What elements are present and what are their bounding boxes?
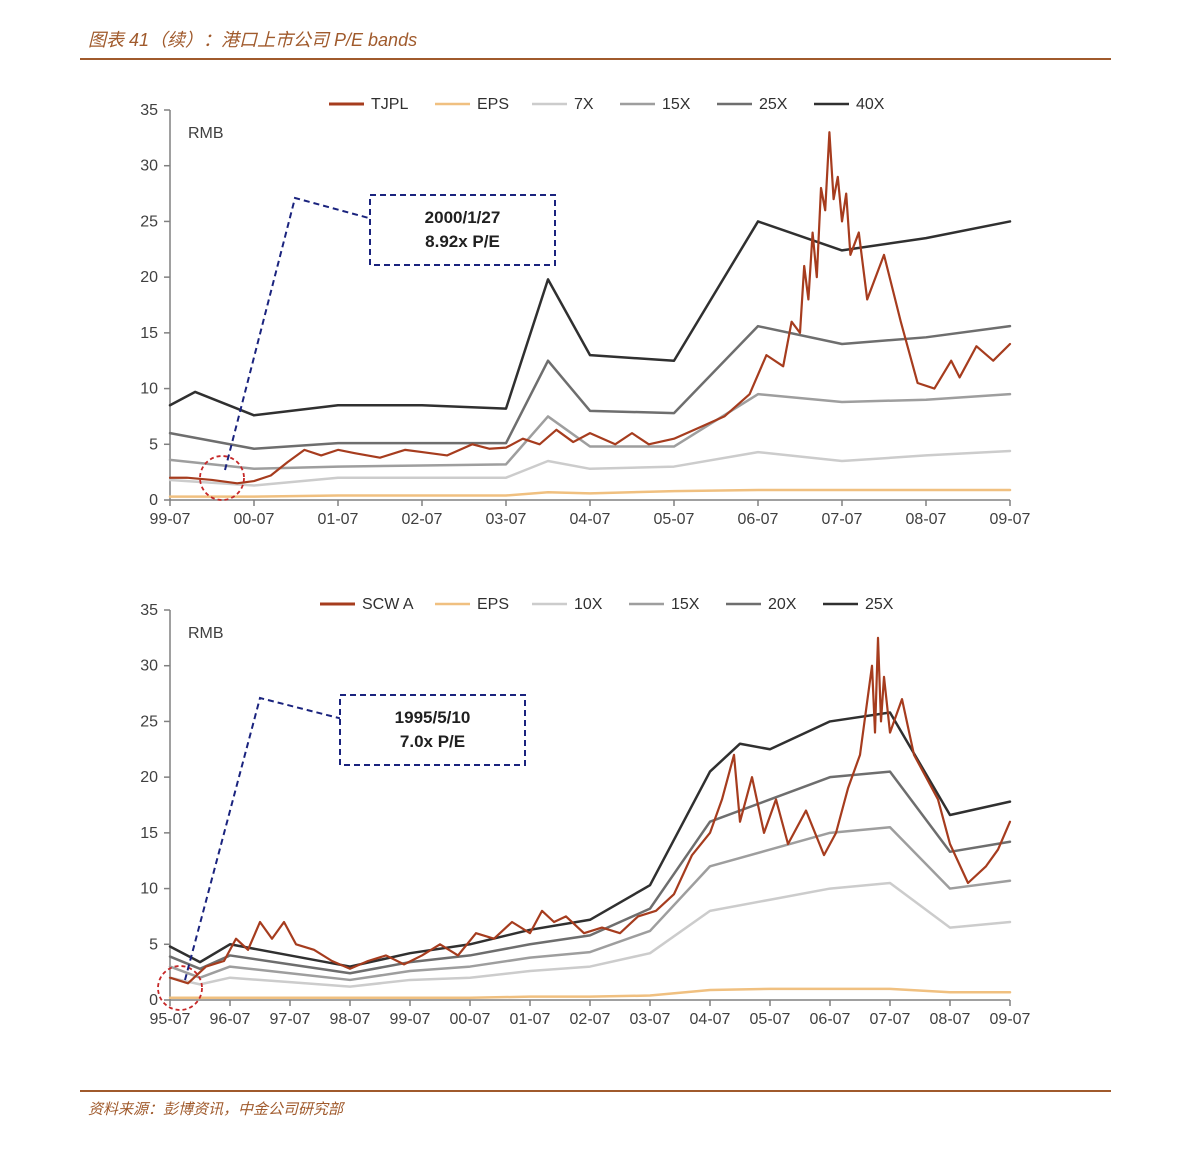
- svg-text:SCW A: SCW A: [362, 596, 414, 613]
- svg-text:7X: 7X: [574, 96, 594, 113]
- svg-text:10: 10: [140, 381, 158, 398]
- svg-text:06-07: 06-07: [738, 511, 779, 528]
- svg-text:02-07: 02-07: [570, 1011, 611, 1028]
- svg-text:25: 25: [140, 713, 158, 730]
- svg-text:20X: 20X: [768, 596, 797, 613]
- chart-scwa: 0 5 10 15 20 25 30 35 95-07 96-07 97-07 98-07 99-07 0…: [110, 590, 1111, 1050]
- svg-text:98-07: 98-07: [330, 1011, 371, 1028]
- svg-text:04-07: 04-07: [570, 511, 611, 528]
- svg-text:15X: 15X: [662, 96, 691, 113]
- svg-text:09-07: 09-07: [990, 511, 1030, 528]
- svg-text:20: 20: [140, 269, 158, 286]
- svg-text:25X: 25X: [759, 96, 788, 113]
- svg-text:10X: 10X: [574, 596, 603, 613]
- svg-text:05-07: 05-07: [654, 511, 695, 528]
- svg-text:TJPL: TJPL: [371, 96, 408, 113]
- svg-text:0: 0: [149, 992, 158, 1009]
- svg-text:01-07: 01-07: [318, 511, 359, 528]
- svg-text:07-07: 07-07: [870, 1011, 911, 1028]
- svg-text:15: 15: [140, 825, 158, 842]
- svg-text:95-07: 95-07: [150, 1011, 191, 1028]
- svg-text:30: 30: [140, 658, 158, 675]
- svg-text:15: 15: [140, 325, 158, 342]
- svg-text:5: 5: [149, 436, 158, 453]
- svg-text:00-07: 00-07: [234, 511, 275, 528]
- svg-text:15X: 15X: [671, 596, 700, 613]
- svg-text:01-07: 01-07: [510, 1011, 551, 1028]
- svg-text:08-07: 08-07: [906, 511, 947, 528]
- source-text: 资料来源：彭博资讯，中金公司研究部: [80, 1101, 343, 1118]
- svg-text:00-07: 00-07: [450, 1011, 491, 1028]
- svg-text:05-07: 05-07: [750, 1011, 791, 1028]
- svg-text:06-07: 06-07: [810, 1011, 851, 1028]
- svg-text:0: 0: [149, 492, 158, 509]
- svg-text:97-07: 97-07: [270, 1011, 311, 1028]
- svg-text:35: 35: [140, 602, 158, 619]
- svg-text:10: 10: [140, 881, 158, 898]
- svg-text:40X: 40X: [856, 96, 885, 113]
- svg-text:5: 5: [149, 936, 158, 953]
- svg-text:25X: 25X: [865, 596, 894, 613]
- svg-text:07-07: 07-07: [822, 511, 863, 528]
- svg-text:25: 25: [140, 213, 158, 230]
- source-line: 资料来源：彭博资讯，中金公司研究部: [80, 1090, 1111, 1119]
- svg-text:04-07: 04-07: [690, 1011, 731, 1028]
- svg-text:RMB: RMB: [188, 125, 224, 142]
- svg-text:7.0x P/E: 7.0x P/E: [400, 732, 465, 751]
- chart-tjpl: 0 5 10 15 20 25 30 35 99-07 00-07 01-07 02-07 03-07 0…: [110, 90, 1111, 550]
- svg-text:8.92x P/E: 8.92x P/E: [425, 232, 500, 251]
- svg-text:96-07: 96-07: [210, 1011, 251, 1028]
- svg-text:99-07: 99-07: [390, 1011, 431, 1028]
- svg-text:02-07: 02-07: [402, 511, 443, 528]
- svg-text:20: 20: [140, 769, 158, 786]
- svg-text:RMB: RMB: [188, 625, 224, 642]
- svg-text:30: 30: [140, 158, 158, 175]
- svg-text:EPS: EPS: [477, 96, 509, 113]
- figure-title: 图表 41（续）：港口上市公司 P/E bands: [80, 20, 1111, 60]
- svg-text:1995/5/10: 1995/5/10: [395, 708, 471, 727]
- svg-text:03-07: 03-07: [630, 1011, 671, 1028]
- svg-text:09-07: 09-07: [990, 1011, 1030, 1028]
- svg-text:EPS: EPS: [477, 596, 509, 613]
- svg-text:2000/1/27: 2000/1/27: [425, 208, 501, 227]
- svg-text:03-07: 03-07: [486, 511, 527, 528]
- svg-text:35: 35: [140, 102, 158, 119]
- svg-text:99-07: 99-07: [150, 511, 191, 528]
- svg-text:08-07: 08-07: [930, 1011, 971, 1028]
